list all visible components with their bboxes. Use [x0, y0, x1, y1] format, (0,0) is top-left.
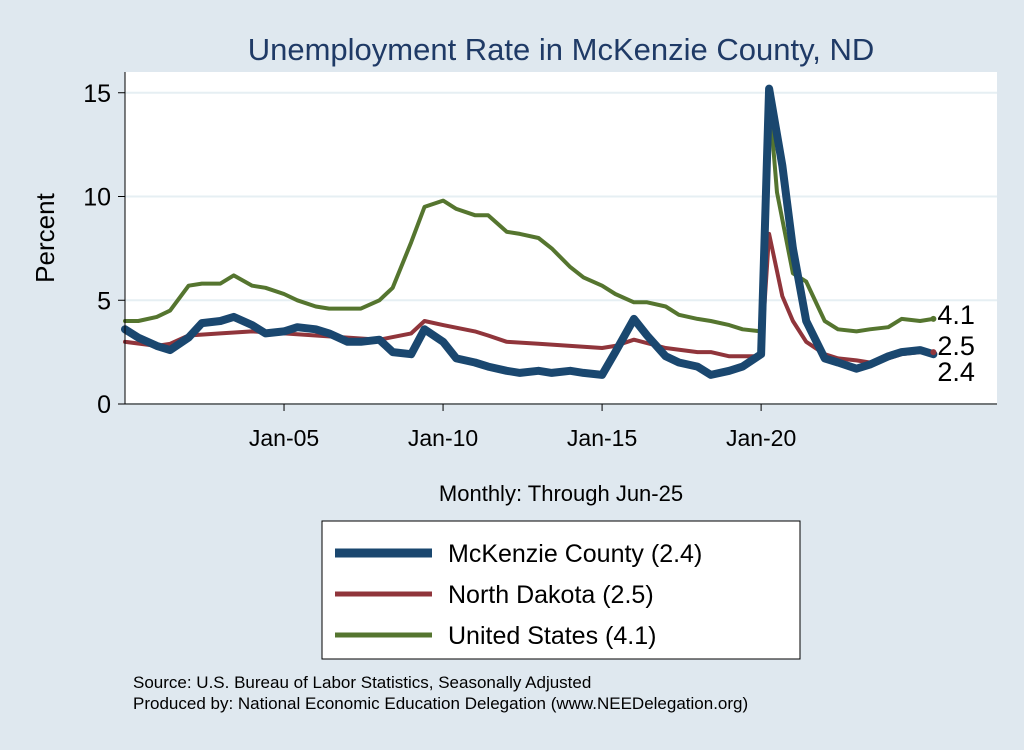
- legend-label: McKenzie County (2.4): [448, 540, 702, 568]
- series-end-marker: [930, 349, 937, 356]
- series-end-label: 2.5: [937, 331, 975, 361]
- y-tick-label: 5: [97, 287, 111, 315]
- legend: McKenzie County (2.4) North Dakota (2.5) U…: [321, 520, 801, 660]
- legend-items: McKenzie County (2.4) North Dakota (2.5) U…: [335, 540, 702, 650]
- series-end-label: 2.4: [937, 357, 975, 387]
- plot-area: [125, 72, 997, 404]
- y-axis-label: Percent: [30, 192, 60, 282]
- end-labels: 2.42.54.1: [930, 300, 975, 387]
- y-tick-label: 10: [83, 184, 111, 212]
- legend-label: North Dakota (2.5): [448, 581, 654, 609]
- source-line: Source: U.S. Bureau of Labor Statistics,…: [133, 673, 591, 692]
- chart-title: Unemployment Rate in McKenzie County, ND: [248, 32, 875, 67]
- x-tick-label: Jan-10: [408, 425, 478, 451]
- y-tick-label: 15: [83, 80, 111, 108]
- series-line-0: [121, 84, 938, 379]
- axes: 0 5 10 15 Jan-05 Jan-10 Jan-15 Jan-20: [83, 72, 997, 451]
- produced-by-line: Produced by: National Economic Education…: [133, 694, 748, 713]
- y-tick-label: 0: [97, 391, 111, 419]
- series-end-label: 4.1: [937, 300, 975, 330]
- x-tick-label: Jan-20: [726, 425, 796, 451]
- x-tick-label: Jan-15: [567, 425, 637, 451]
- x-tick-label: Jan-05: [249, 425, 319, 451]
- x-axis-label: Monthly: Through Jun-25: [439, 481, 683, 506]
- legend-label: United States (4.1): [448, 622, 656, 650]
- series-end-marker: [930, 315, 937, 322]
- series-lines: [121, 84, 938, 379]
